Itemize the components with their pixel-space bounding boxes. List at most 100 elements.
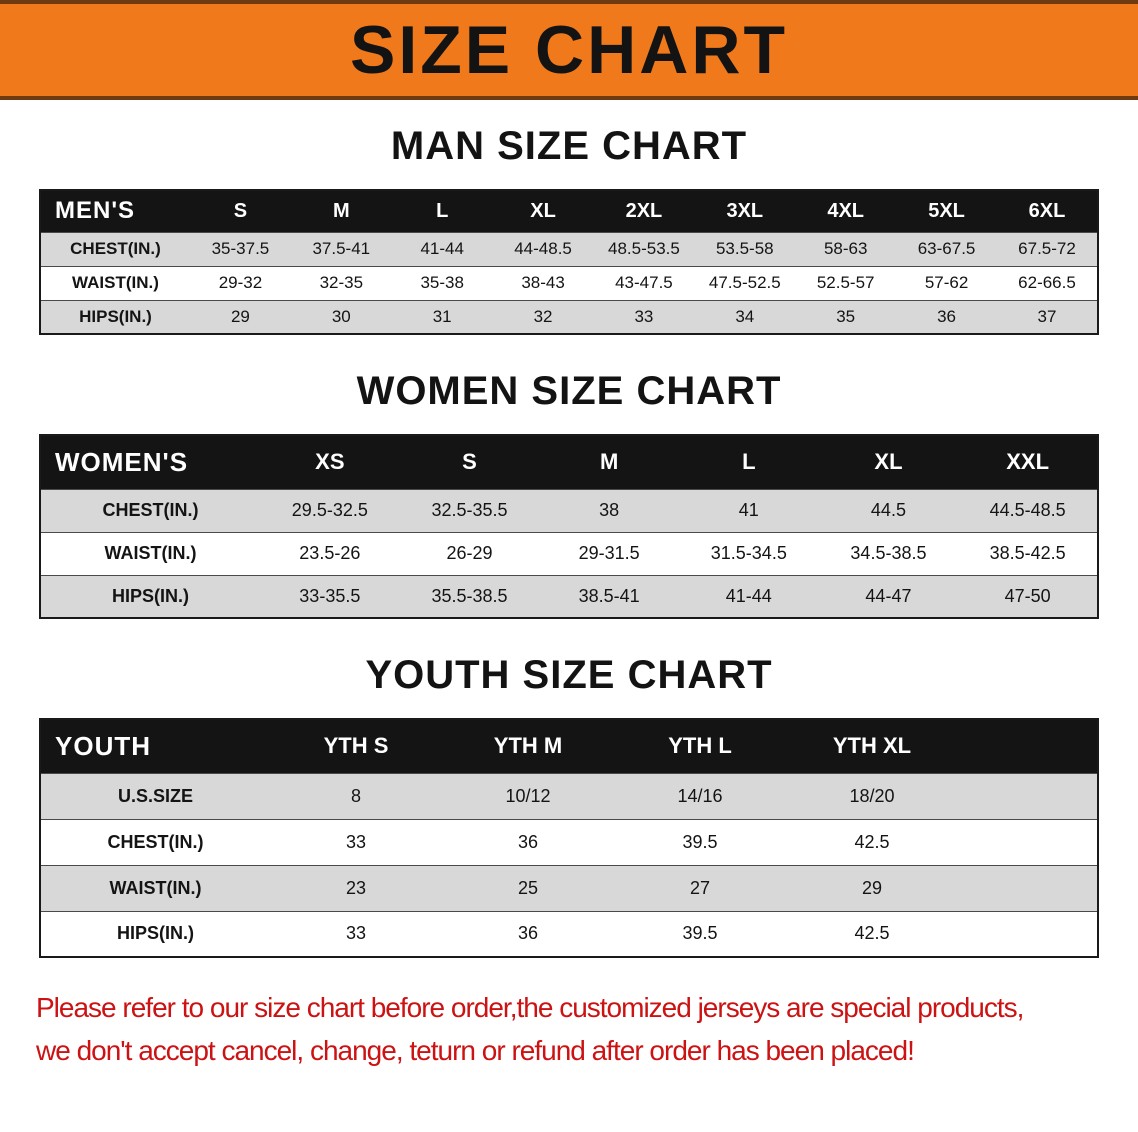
size-value: 33-35.5 bbox=[299, 585, 361, 606]
column-header: 6XL bbox=[997, 190, 1098, 232]
section-women: WOMEN SIZE CHART WOMEN'S XS S M L XL XXL CHEST(… bbox=[0, 369, 1138, 619]
size-value: 37.5-41 bbox=[312, 239, 371, 258]
row-label: HIPS(IN.) bbox=[79, 306, 152, 326]
table-row: CHEST(IN.) 29.5-32.5 32.5-35.5 38 41 44.5 44.5… bbox=[40, 489, 1098, 532]
table-corner-label: YOUTH bbox=[40, 719, 270, 773]
column-header: YTH S bbox=[270, 719, 442, 773]
size-value: 44-48.5 bbox=[514, 239, 572, 258]
size-value: 25 bbox=[517, 877, 539, 898]
size-value: 37 bbox=[1037, 306, 1057, 326]
table-row: CHEST(IN.) 33 36 39.5 42.5 bbox=[40, 819, 1098, 865]
size-value: 35.5-38.5 bbox=[431, 585, 508, 606]
table-header-row: WOMEN'S XS S M L XL XXL bbox=[40, 435, 1098, 489]
table-row: WAIST(IN.) 23.5-26 26-29 29-31.5 31.5-34.5 34… bbox=[40, 532, 1098, 575]
size-value: 48.5-53.5 bbox=[608, 239, 680, 258]
spacer-cell bbox=[958, 865, 1098, 911]
women-heading: WOMEN SIZE CHART bbox=[356, 369, 782, 413]
column-header: YTH L bbox=[614, 719, 786, 773]
table-row: WAIST(IN.) 29-32 32-35 35-38 38-43 43-47.5 47.… bbox=[40, 266, 1098, 300]
size-value: 41-44 bbox=[420, 239, 464, 258]
table-corner-label: MEN'S bbox=[40, 190, 190, 232]
size-value: 42.5 bbox=[854, 831, 890, 852]
size-value: 67.5-72 bbox=[1018, 239, 1076, 258]
column-header: L bbox=[391, 190, 493, 232]
size-value: 44-47 bbox=[865, 585, 912, 606]
column-header: XS bbox=[260, 435, 400, 489]
size-value: 38.5-41 bbox=[578, 585, 640, 606]
size-value: 14/16 bbox=[677, 785, 723, 806]
column-header: L bbox=[678, 435, 819, 489]
disclaimer-line-2: we don't accept cancel, change, teturn o… bbox=[36, 1035, 915, 1067]
column-header: S bbox=[190, 190, 291, 232]
youth-heading: YOUTH SIZE CHART bbox=[365, 653, 773, 697]
size-value: 63-67.5 bbox=[917, 239, 976, 258]
column-header: 4XL bbox=[795, 190, 897, 232]
column-header: YTH M bbox=[442, 719, 614, 773]
row-label: WAIST(IN.) bbox=[72, 273, 159, 292]
size-value: 29-31.5 bbox=[578, 543, 640, 563]
size-value: 58-63 bbox=[823, 239, 868, 258]
table-row: HIPS(IN.) 29 30 31 32 33 34 35 36 37 bbox=[40, 300, 1098, 334]
size-value: 53.5-58 bbox=[715, 239, 774, 258]
size-value: 38.5-42.5 bbox=[989, 543, 1066, 563]
size-value: 35-37.5 bbox=[211, 239, 270, 258]
size-value: 43-47.5 bbox=[615, 273, 673, 292]
table-row: U.S.SIZE 8 10/12 14/16 18/20 bbox=[40, 773, 1098, 819]
size-value: 38 bbox=[599, 500, 620, 520]
table-header-row: YOUTH YTH S YTH M YTH L YTH XL bbox=[40, 719, 1098, 773]
banner: SIZE CHART bbox=[0, 0, 1138, 100]
size-value: 30 bbox=[331, 306, 351, 326]
spacer-cell bbox=[958, 773, 1098, 819]
section-men: MAN SIZE CHART MEN'S S M L XL 2XL 3XL 4XL 5XL 6XL… bbox=[0, 124, 1138, 335]
column-header: M bbox=[290, 190, 392, 232]
size-value: 23.5-26 bbox=[299, 543, 361, 563]
size-value: 44.5-48.5 bbox=[989, 500, 1066, 520]
size-value: 32-35 bbox=[319, 273, 364, 292]
size-value: 23 bbox=[345, 877, 367, 898]
size-value: 33 bbox=[345, 831, 367, 852]
size-value: 42.5 bbox=[854, 923, 890, 944]
table-corner-label: WOMEN'S bbox=[40, 435, 260, 489]
size-value: 34 bbox=[735, 306, 755, 326]
size-value: 36 bbox=[937, 306, 957, 326]
size-value: 47-50 bbox=[1004, 585, 1051, 606]
column-header: M bbox=[539, 435, 679, 489]
spacer-cell bbox=[958, 719, 1098, 773]
size-value: 29 bbox=[861, 877, 883, 898]
column-header: 2XL bbox=[593, 190, 695, 232]
size-value: 57-62 bbox=[924, 273, 969, 292]
size-value: 41 bbox=[738, 500, 759, 520]
row-label: HIPS(IN.) bbox=[116, 923, 194, 944]
disclaimer: Please refer to our size chart before or… bbox=[0, 986, 1138, 1097]
size-value: 33 bbox=[345, 923, 367, 944]
size-value: 36 bbox=[517, 831, 539, 852]
size-value: 41-44 bbox=[725, 585, 772, 606]
size-value: 36 bbox=[517, 923, 539, 944]
column-header: YTH XL bbox=[786, 719, 958, 773]
table-row: HIPS(IN.) 33 36 39.5 42.5 bbox=[40, 911, 1098, 957]
spacer-cell bbox=[958, 819, 1098, 865]
size-value: 44.5 bbox=[870, 500, 906, 520]
men-size-table: MEN'S S M L XL 2XL 3XL 4XL 5XL 6XL CHEST(IN.) 35-37… bbox=[39, 189, 1099, 335]
disclaimer-line-1: Please refer to our size chart before or… bbox=[36, 992, 1024, 1023]
size-value: 29-32 bbox=[218, 273, 263, 292]
column-header: 3XL bbox=[694, 190, 796, 232]
section-youth: YOUTH SIZE CHART YOUTH YTH S YTH M YTH L YTH… bbox=[0, 653, 1138, 958]
size-value: 47.5-52.5 bbox=[708, 273, 781, 292]
size-value: 35-38 bbox=[420, 273, 464, 292]
size-value: 18/20 bbox=[849, 785, 895, 806]
size-value: 34.5-38.5 bbox=[850, 543, 927, 563]
charts-container: MAN SIZE CHART MEN'S S M L XL 2XL 3XL 4XL 5XL 6XL… bbox=[0, 124, 1138, 958]
size-value: 39.5 bbox=[682, 831, 718, 852]
size-value: 10/12 bbox=[505, 785, 551, 806]
table-row: WAIST(IN.) 23 25 27 29 bbox=[40, 865, 1098, 911]
size-value: 27 bbox=[689, 877, 711, 898]
row-label: WAIST(IN.) bbox=[109, 877, 202, 898]
row-label: CHEST(IN.) bbox=[70, 239, 161, 258]
column-header: S bbox=[399, 435, 540, 489]
table-row: HIPS(IN.) 33-35.5 35.5-38.5 38.5-41 41-44 44-… bbox=[40, 575, 1098, 618]
column-header: XL bbox=[492, 190, 594, 232]
table-row: CHEST(IN.) 35-37.5 37.5-41 41-44 44-48.5 48.5… bbox=[40, 232, 1098, 266]
size-value: 31.5-34.5 bbox=[710, 543, 787, 563]
